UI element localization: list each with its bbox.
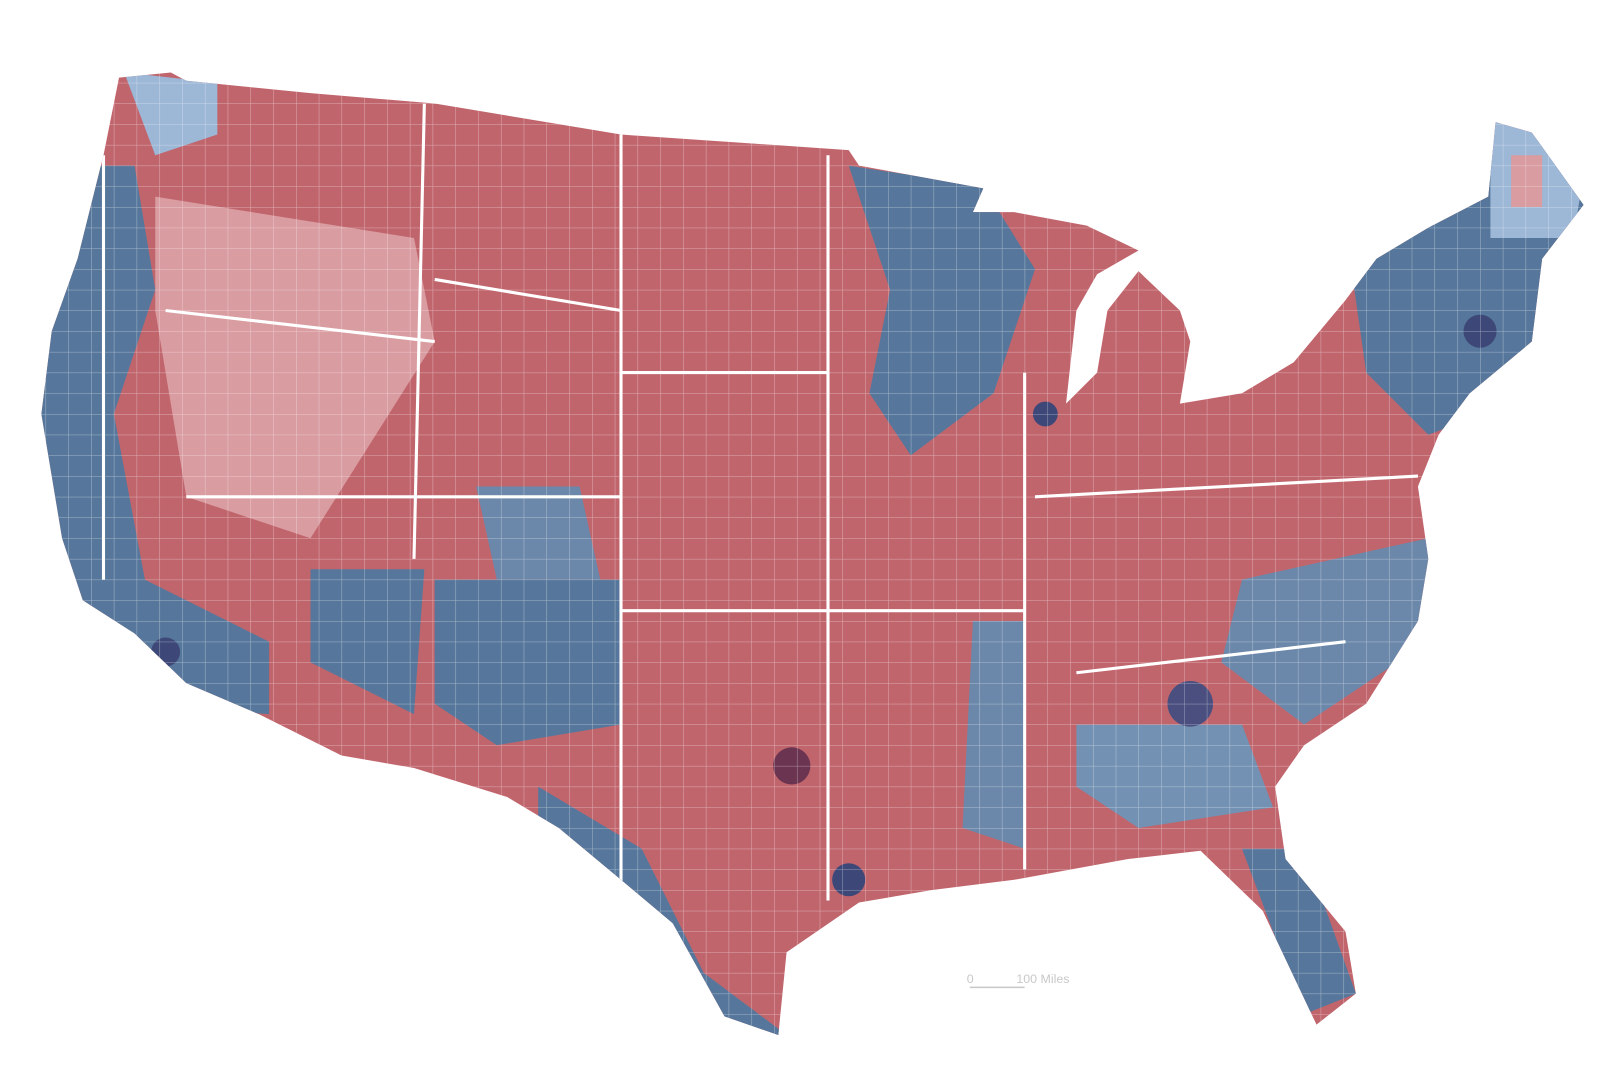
- state-borders: [101, 103, 1419, 901]
- scale-bar: 0 100 Miles: [967, 972, 1069, 989]
- scale-end: 100 Miles: [1016, 972, 1069, 986]
- scale-start: 0: [967, 972, 974, 986]
